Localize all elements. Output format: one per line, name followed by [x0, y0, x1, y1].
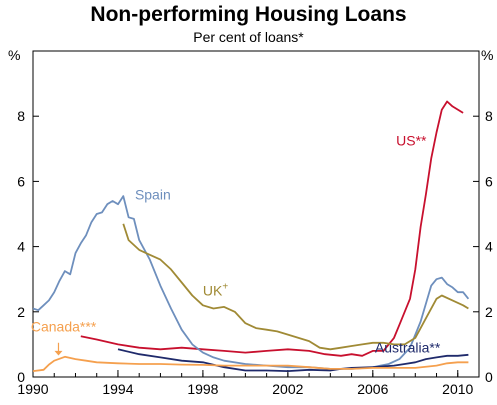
chart-title: Non-performing Housing Loans — [90, 3, 407, 26]
series-label: Australia** — [375, 340, 441, 356]
y-tick-label-right: 2 — [485, 304, 493, 320]
series-label: UK+ — [203, 282, 228, 299]
series-group — [32, 100, 470, 372]
series-label: Canada*** — [31, 318, 97, 334]
series-label-sup: + — [222, 282, 228, 293]
x-tick-label: 2002 — [272, 381, 303, 397]
x-tick-label: 1998 — [187, 381, 218, 397]
series-line-4 — [32, 355, 469, 372]
series-line-2 — [122, 223, 469, 351]
x-tick-label: 2010 — [442, 381, 473, 397]
series-label: Spain — [135, 186, 171, 202]
canada-pointer-arrowhead — [54, 350, 63, 356]
y-tick-label-left: 0 — [17, 369, 25, 385]
series-line-1 — [32, 195, 470, 370]
x-tick-label: 1994 — [102, 381, 133, 397]
plot-frame — [32, 50, 480, 378]
x-tick-label: 1990 — [17, 381, 48, 397]
y-tick-label-right: 0 — [485, 369, 493, 385]
y-tick-label-left: 2 — [17, 304, 25, 320]
series-label: US** — [396, 133, 427, 149]
y-tick-label-right: 4 — [485, 239, 493, 255]
y-unit-left: % — [8, 47, 20, 63]
x-tick-label: 2006 — [357, 381, 388, 397]
y-tick-label-right: 6 — [485, 173, 493, 189]
y-tick-label-left: 8 — [17, 108, 25, 124]
y-tick-label-right: 8 — [485, 108, 493, 124]
series-labels: US** Spain UK+ Australia** Canada*** — [31, 133, 441, 356]
y-tick-label-left: 6 — [17, 173, 25, 189]
y-unit-right: % — [481, 47, 493, 63]
y-tick-label-left: 4 — [17, 239, 25, 255]
series-line-0 — [80, 100, 464, 357]
axes: 0 0 2 2 4 4 6 6 8 8 1990 1994 1998 2002 2006 2010 — [17, 108, 493, 397]
chart-subtitle: Per cent of loans* — [193, 29, 304, 45]
